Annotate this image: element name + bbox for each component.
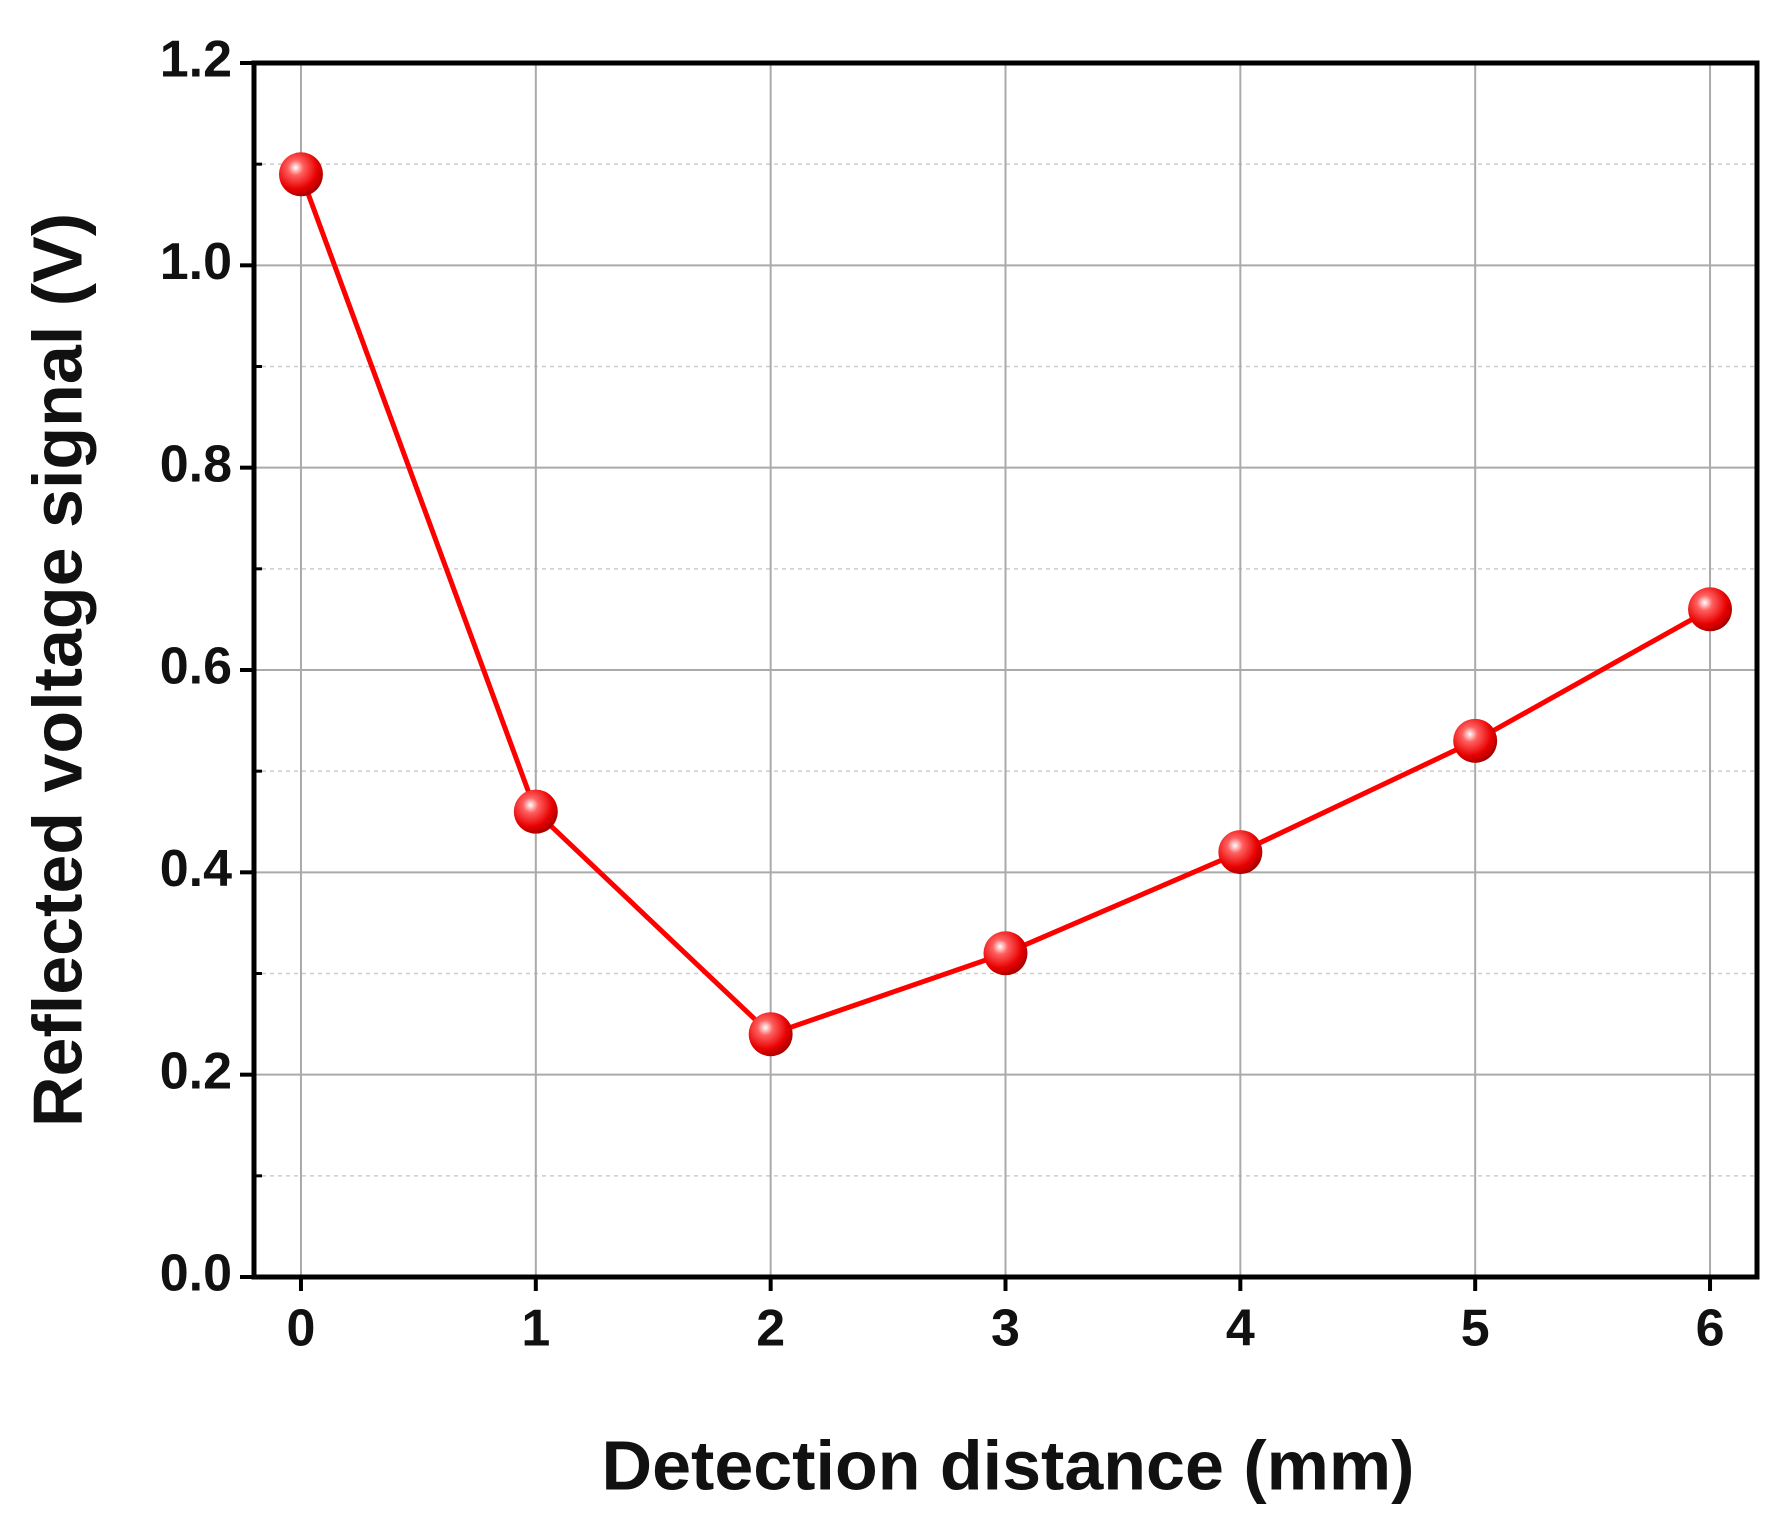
x-tick-label: 2 bbox=[756, 1300, 785, 1358]
y-tick-label: 0.2 bbox=[160, 1042, 232, 1100]
x-tick-label: 4 bbox=[1226, 1300, 1255, 1358]
y-tick-label: 0.6 bbox=[160, 638, 232, 696]
data-point bbox=[1688, 587, 1733, 632]
x-tick-label: 5 bbox=[1461, 1300, 1490, 1358]
y-tick-label: 1.2 bbox=[160, 31, 232, 89]
y-tick-label: 1.0 bbox=[160, 233, 232, 291]
x-tick-label: 1 bbox=[521, 1300, 550, 1358]
data-point bbox=[513, 789, 558, 834]
x-tick-label: 6 bbox=[1696, 1300, 1725, 1358]
data-point bbox=[1218, 830, 1263, 875]
y-tick-label: 0.0 bbox=[160, 1245, 232, 1303]
x-axis-title: Detection distance (mm) bbox=[602, 1426, 1415, 1504]
data-point bbox=[1453, 718, 1498, 763]
x-tick-label: 0 bbox=[287, 1300, 316, 1358]
data-point bbox=[278, 152, 323, 197]
x-tick-label: 3 bbox=[991, 1300, 1020, 1358]
grid bbox=[254, 62, 1757, 1278]
y-tick-label: 0.4 bbox=[160, 840, 232, 898]
y-tick-label: 0.8 bbox=[160, 435, 232, 493]
plot bbox=[278, 152, 1733, 1057]
y-axis-title: Reflected voltage signal (V) bbox=[18, 213, 96, 1127]
data-point bbox=[748, 1012, 793, 1057]
data-point bbox=[983, 931, 1028, 976]
